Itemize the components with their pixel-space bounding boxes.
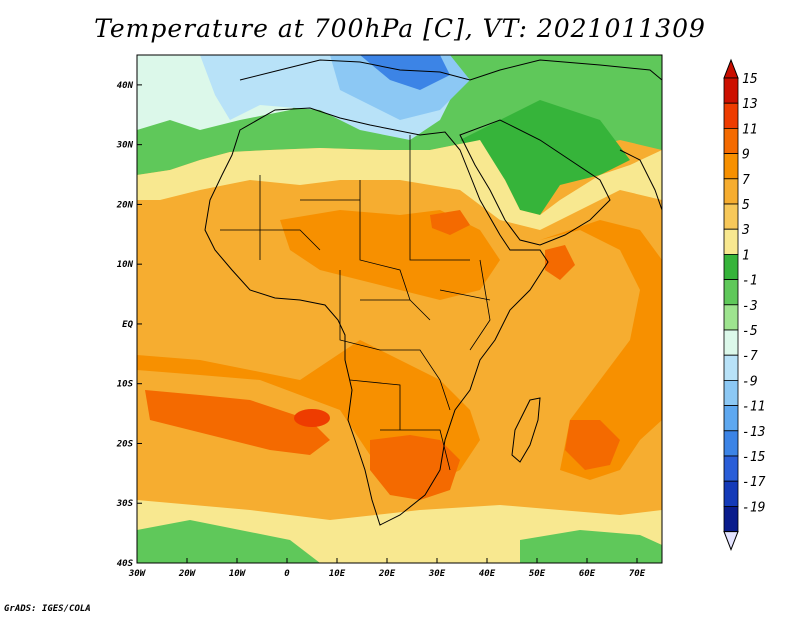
colorbar-label: 1 [742, 248, 750, 263]
lon-tick-label: 20E [378, 569, 396, 579]
colorbar-swatch [723, 354, 739, 381]
arabia-coastline [459, 119, 611, 246]
field-zone-red-4 [430, 210, 470, 235]
coastlines [204, 59, 662, 526]
footer-credit: GrADS: IGES/COLA [4, 604, 91, 614]
field-zone-blue-dark [360, 55, 450, 90]
colorbar-swatch [723, 127, 739, 154]
lon-tick-label: 70E [629, 569, 646, 579]
field-zone-southern-green [137, 520, 320, 563]
field-zone-hot-core [294, 409, 330, 427]
colorbar-swatch [723, 279, 739, 306]
country-borders [220, 135, 491, 471]
colorbar-swatch [723, 178, 739, 205]
colorbar-swatch [723, 379, 739, 406]
colorbar-swatch [723, 505, 739, 532]
colorbar-swatch [723, 253, 739, 280]
colorbar-label: -5 [742, 324, 758, 339]
colorbar-bottom-arrow [723, 531, 739, 551]
colorbar-label: -1 [742, 274, 758, 289]
colorbar-swatch [723, 430, 739, 457]
lon-tick-label: 30W [128, 569, 147, 579]
colorbar-label: -7 [742, 349, 758, 364]
colorbar-swatch [723, 304, 739, 331]
lat-tick-label: 30S [116, 499, 134, 509]
latitude-axis: 40N 30N 20N 10N EQ 10S 20S 30S 40S [116, 81, 142, 569]
lon-tick-label: 0 [284, 569, 290, 579]
colorbar-label: -3 [742, 299, 758, 314]
colorbar-label: 15 [742, 72, 758, 87]
colorbar-swatch [723, 480, 739, 507]
colorbar-swatch [723, 455, 739, 482]
lat-tick-label: 10N [117, 260, 134, 270]
india-coastline [619, 149, 662, 211]
lat-tick-label: 20N [116, 200, 134, 210]
field-zone-yellow [137, 140, 662, 230]
madagascar-coastline [511, 397, 541, 463]
colorbar-swatch [723, 329, 739, 356]
lat-tick-label: 10S [117, 380, 134, 390]
lat-tick-label: 40N [117, 81, 134, 91]
colorbar-label: 5 [742, 198, 750, 213]
colorbar-label: 9 [742, 148, 750, 163]
lon-tick-label: 40E [479, 569, 496, 579]
colorbar-swatch [723, 153, 739, 180]
lon-tick-label: 10W [229, 569, 247, 579]
field-zone-southern-green-east [520, 530, 662, 563]
colorbar-label: -11 [742, 400, 765, 415]
colorbar-swatch [723, 405, 739, 432]
colorbar-label: -15 [742, 450, 766, 465]
colorbar-swatch [723, 228, 739, 255]
colorbar-label: 3 [741, 223, 750, 238]
colorbar-label: 13 [742, 97, 758, 112]
field-zone-red-5 [545, 245, 575, 280]
colorbar-swatch [723, 102, 739, 129]
field-zone-orange-3 [540, 220, 662, 480]
field-zone-red-1 [145, 390, 330, 455]
colorbar-label: -13 [742, 425, 765, 440]
lon-tick-label: 50E [529, 569, 546, 579]
field-zone-red-2 [370, 435, 460, 500]
longitude-axis: 30W 20W 10W 0 10E 20E 30E 40E 50E 60E 70E [128, 558, 646, 579]
lon-tick-label: 10E [329, 569, 346, 579]
colorbar-label: -17 [742, 475, 766, 490]
europe-coastline [239, 59, 662, 81]
lat-tick-label: 40S [117, 559, 134, 569]
colorbar-label: -19 [742, 500, 765, 515]
colorbar-label: -9 [742, 374, 758, 389]
colorbar-swatch [723, 203, 739, 230]
lat-tick-label: 20S [116, 439, 134, 449]
plot-frame [136, 54, 663, 564]
colorbar-top-arrow [723, 58, 739, 79]
field-zone-red-3 [565, 420, 620, 470]
lon-tick-label: 30E [428, 569, 446, 579]
africa-coastline [204, 107, 549, 526]
colorbar: 15 13 11 9 7 5 3 1 -1 -3 -5 -7 -9 -11 -13 -15 -17 -19 [723, 58, 766, 551]
lat-tick-label: EQ [122, 320, 133, 330]
colorbar-swatch [723, 77, 739, 104]
field-zone-green-dark [460, 100, 630, 215]
colorbar-label: 7 [742, 173, 750, 188]
page-title: Temperature at 700hPa [C], VT: 202101130… [94, 14, 706, 43]
lon-tick-label: 20W [178, 569, 197, 579]
lat-tick-label: 30N [116, 141, 134, 151]
colorbar-label: 11 [742, 122, 758, 137]
lon-tick-label: 60E [579, 569, 596, 579]
